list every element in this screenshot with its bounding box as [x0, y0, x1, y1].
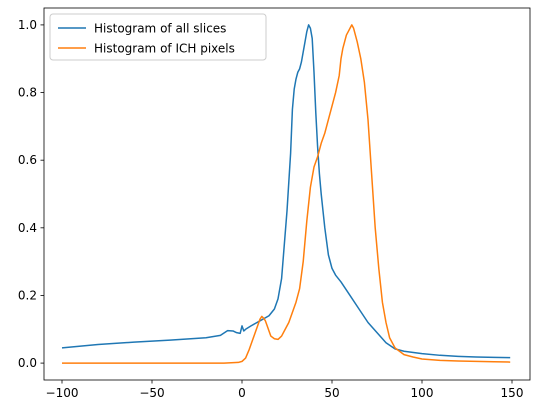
plot-frame — [43, 7, 531, 381]
x-tick-label: 100 — [411, 386, 434, 400]
series-line-1 — [61, 24, 511, 359]
x-tick-label: −50 — [139, 386, 164, 400]
y-tick-label: 0.8 — [18, 86, 37, 100]
series-layer — [61, 24, 511, 364]
x-axis: −100 −50 0 50 100 150 — [46, 380, 524, 400]
x-tick-label: −100 — [46, 386, 79, 400]
legend-box — [49, 13, 267, 61]
y-tick-label: 0.6 — [18, 153, 37, 167]
y-axis: 0.0 0.2 0.4 0.6 0.8 1.0 — [18, 18, 44, 370]
y-tick-label: 0.0 — [18, 356, 37, 370]
x-tick-label: 0 — [238, 386, 246, 400]
x-tick-label: 150 — [501, 386, 524, 400]
x-tick-label: 50 — [324, 386, 339, 400]
series-line-2 — [62, 24, 511, 364]
y-tick-label: 0.2 — [18, 288, 37, 302]
y-tick-label: 1.0 — [18, 18, 37, 32]
legend-label-1: Histogram of all slices — [94, 22, 226, 36]
legend-label-2: Histogram of ICH pixels — [94, 42, 235, 56]
y-tick-label: 0.4 — [18, 221, 37, 235]
legend: Histogram of all slices Histogram of ICH … — [49, 13, 267, 61]
